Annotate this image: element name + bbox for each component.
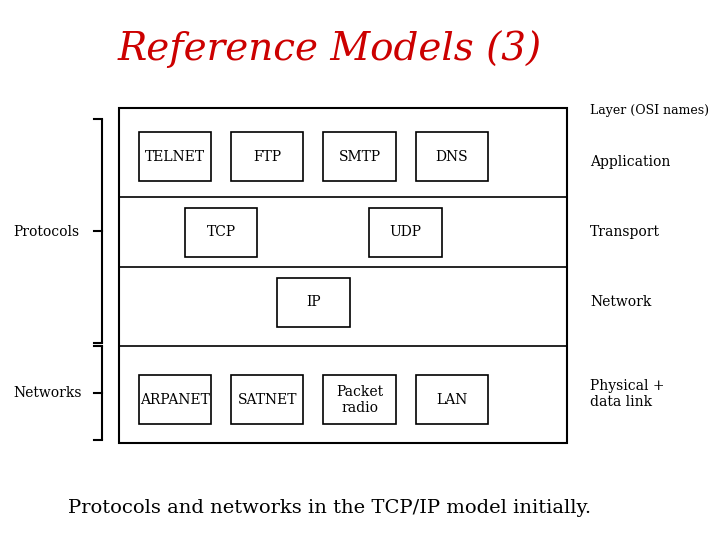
Text: SATNET: SATNET xyxy=(238,393,297,407)
Text: Reference Models (3): Reference Models (3) xyxy=(118,30,542,68)
Text: Physical +
data link: Physical + data link xyxy=(590,379,665,409)
Bar xyxy=(138,132,211,181)
Text: Packet
radio: Packet radio xyxy=(336,384,383,415)
Text: ARPANET: ARPANET xyxy=(140,393,210,407)
Text: SMTP: SMTP xyxy=(338,150,381,164)
Bar xyxy=(369,208,442,256)
Text: Layer (OSI names): Layer (OSI names) xyxy=(590,104,709,117)
Text: UDP: UDP xyxy=(390,225,422,239)
Text: Network: Network xyxy=(590,295,652,309)
Text: DNS: DNS xyxy=(436,150,468,164)
Bar xyxy=(415,132,488,181)
Bar xyxy=(138,375,211,424)
Bar xyxy=(415,375,488,424)
Bar xyxy=(185,208,257,256)
Bar xyxy=(323,132,396,181)
Text: LAN: LAN xyxy=(436,393,467,407)
Text: TCP: TCP xyxy=(207,225,235,239)
Text: Application: Application xyxy=(590,155,671,169)
Text: FTP: FTP xyxy=(253,150,282,164)
Text: TELNET: TELNET xyxy=(145,150,205,164)
Bar xyxy=(323,375,396,424)
Text: IP: IP xyxy=(306,295,320,309)
Text: Protocols: Protocols xyxy=(13,225,79,239)
Text: Networks: Networks xyxy=(13,386,81,400)
Bar xyxy=(231,132,303,181)
Bar xyxy=(277,278,350,327)
Bar xyxy=(231,375,303,424)
Bar xyxy=(119,108,567,443)
Text: Protocols and networks in the TCP/IP model initially.: Protocols and networks in the TCP/IP mod… xyxy=(68,498,591,517)
Text: Transport: Transport xyxy=(590,225,660,239)
